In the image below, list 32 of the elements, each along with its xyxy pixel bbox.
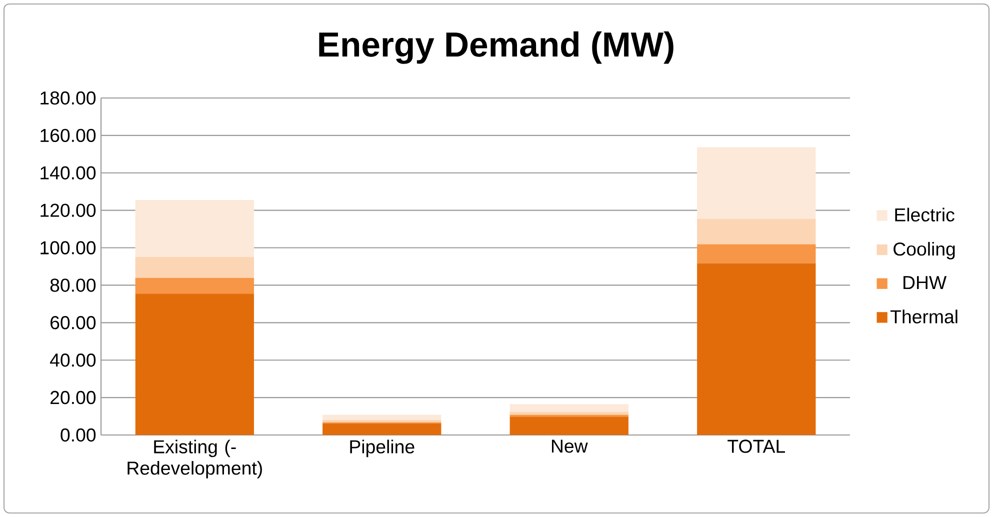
- y-tick-label: 80.00: [50, 278, 96, 292]
- bar: [135, 294, 254, 435]
- y-tick-label: 140.00: [40, 166, 96, 180]
- y-tick-label: 40.00: [50, 353, 96, 367]
- bar: [510, 416, 628, 435]
- bar: [322, 414, 442, 420]
- y-tick-label: 0.00: [60, 428, 96, 442]
- y-tick-label: 20.00: [50, 390, 96, 404]
- bar: [697, 263, 816, 435]
- x-tick-label: New: [552, 440, 588, 453]
- chart-title: Energy Demand (MW): [319, 31, 674, 64]
- legend-label: Thermal: [890, 310, 958, 324]
- bar: [322, 423, 442, 435]
- y-tick-label: 120.00: [40, 204, 96, 217]
- y-tick-label: 60.00: [50, 316, 96, 330]
- x-tick-label: Existing (-Redevelopment): [128, 440, 262, 478]
- bar: [135, 200, 254, 257]
- y-tick-label: 160.00: [40, 128, 96, 142]
- bar: [697, 244, 816, 264]
- legend-label: Electric: [895, 208, 954, 222]
- bar: [510, 412, 628, 415]
- bar: [510, 404, 628, 412]
- y-tick-label: 180.00: [40, 91, 96, 105]
- legend-label: Cooling: [894, 242, 955, 260]
- bar: [697, 218, 816, 244]
- bar: [697, 147, 816, 219]
- x-tick-label: TOTAL: [728, 440, 785, 453]
- bar: [135, 256, 254, 278]
- y-tick-label: 100.00: [40, 241, 96, 254]
- bar: [135, 278, 254, 294]
- x-tick-label: Pipeline: [350, 440, 414, 458]
- legend-label: DHW: [904, 276, 947, 290]
